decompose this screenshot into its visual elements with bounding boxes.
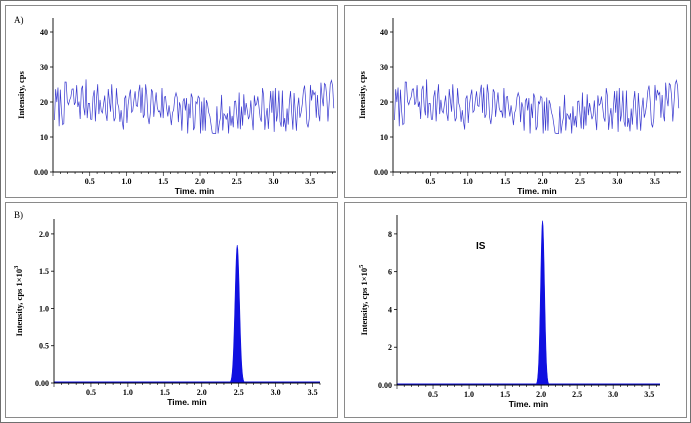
axes: 0.00 0.5 1.0 1.5 2.0 0.5 1.0 1.5 2.0 2.5 3.0 3.5 xyxy=(35,219,321,397)
series-line xyxy=(394,78,680,134)
chart-a-right: 0.00 10 20 30 40 0.5 1.0 1.5 2.0 2.5 3.0 3.5 Time. … xyxy=(357,18,681,196)
y-tick-label: 0.5 xyxy=(39,342,49,351)
internal-standard-annotation: IS xyxy=(476,241,486,252)
y-axis-label: Intensity, cps xyxy=(357,70,367,118)
section-label-b: B) xyxy=(14,210,23,220)
x-tick-label: 2.5 xyxy=(572,390,582,399)
x-tick-label: 2.0 xyxy=(538,177,548,186)
x-axis-label: Time. min xyxy=(517,186,557,196)
panel-a-left: A) 0.00 10 20 30 40 0.5 1.0 1.5 2.0 2.5 3.0 3.5 Tim… xyxy=(5,5,338,198)
section-label-a: A) xyxy=(14,15,24,25)
y-tick-label: 4 xyxy=(388,305,392,314)
x-tick-label: 1.0 xyxy=(123,388,133,397)
peak-area xyxy=(226,245,249,384)
x-axis-label: Time. min xyxy=(175,186,215,196)
panel-a-right: 0.00 10 20 30 40 0.5 1.0 1.5 2.0 2.5 3.0 3.5 Time. … xyxy=(344,5,687,198)
x-tick-label: 0.5 xyxy=(86,388,96,397)
y-tick-label: 0.00 xyxy=(378,381,392,390)
x-axis-label: Time. min xyxy=(509,399,549,409)
x-tick-label: 3.5 xyxy=(308,388,318,397)
x-tick-label: 0.5 xyxy=(85,177,95,186)
y-tick-label: 0.00 xyxy=(34,168,48,177)
chart-a-left: A) 0.00 10 20 30 40 0.5 1.0 1.5 2.0 2.5 3.0 3.5 Tim… xyxy=(14,15,336,196)
series-line xyxy=(54,78,335,134)
y-axis-exponent: 5 xyxy=(358,264,365,268)
panel-b-left: B) 0.00 0.5 1.0 1.5 2.0 0.5 1.0 1.5 2.0 2.5 3.0 3.5… xyxy=(5,202,338,418)
chart-b-left: B) 0.00 0.5 1.0 1.5 2.0 0.5 1.0 1.5 2.0 2.5 3.0 3.5… xyxy=(13,210,321,407)
y-tick-label: 0.00 xyxy=(374,168,388,177)
x-tick-label: 1.5 xyxy=(160,388,170,397)
y-tick-label: 2.0 xyxy=(39,230,49,239)
x-tick-label: 1.5 xyxy=(500,177,510,186)
x-tick-label: 3.0 xyxy=(612,177,622,186)
y-axis-label: Intensity, cps 1×105 xyxy=(358,264,369,335)
x-tick-label: 3.0 xyxy=(608,390,618,399)
y-tick-label: 40 xyxy=(380,28,388,37)
axes: 0.00 2 4 6 8 0.5 1.0 1.5 2.0 2.5 3.0 3.5 xyxy=(378,215,660,399)
y-tick-label: 20 xyxy=(40,98,48,107)
y-axis-exponent: 3 xyxy=(13,265,20,269)
y-tick-label: 10 xyxy=(40,133,48,142)
peak-area xyxy=(532,220,553,386)
x-tick-label: 2.0 xyxy=(197,388,207,397)
panel-b-right: 0.00 2 4 6 8 0.5 1.0 1.5 2.0 2.5 3.0 3.5 Time. min … xyxy=(344,202,687,418)
y-axis-label: Intensity, cps 1×103 xyxy=(13,265,24,336)
y-tick-label: 6 xyxy=(388,268,392,277)
x-tick-label: 0.5 xyxy=(428,390,438,399)
x-tick-label: 2.0 xyxy=(536,390,546,399)
y-tick-label: 1.0 xyxy=(39,304,49,313)
x-tick-label: 2.0 xyxy=(195,177,205,186)
x-tick-label: 1.0 xyxy=(122,177,132,186)
y-tick-label: 30 xyxy=(40,63,48,72)
axes: 0.00 10 20 30 40 0.5 1.0 1.5 2.0 2.5 3.0 3.5 xyxy=(34,18,336,186)
x-tick-label: 3.0 xyxy=(269,177,279,186)
x-tick-label: 2.5 xyxy=(234,388,244,397)
x-tick-label: 3.5 xyxy=(305,177,315,186)
y-tick-label: 1.5 xyxy=(39,267,49,276)
x-tick-label: 1.0 xyxy=(464,390,474,399)
x-tick-label: 2.5 xyxy=(232,177,242,186)
x-tick-label: 3.5 xyxy=(650,177,660,186)
x-tick-label: 1.0 xyxy=(463,177,473,186)
y-axis-label: Intensity, cps xyxy=(16,70,26,118)
y-tick-label: 20 xyxy=(380,98,388,107)
x-tick-label: 3.0 xyxy=(271,388,281,397)
y-tick-label: 8 xyxy=(388,230,392,239)
x-tick-label: 2.5 xyxy=(575,177,585,186)
x-tick-label: 1.5 xyxy=(158,177,168,186)
x-tick-label: 1.5 xyxy=(500,390,510,399)
y-tick-label: 30 xyxy=(380,63,388,72)
y-tick-label: 40 xyxy=(40,28,48,37)
x-axis-label: Time. min xyxy=(167,397,207,407)
y-tick-label: 10 xyxy=(380,133,388,142)
y-tick-label: 0.00 xyxy=(35,379,49,388)
x-tick-label: 0.5 xyxy=(425,177,435,186)
x-tick-label: 3.5 xyxy=(644,390,654,399)
axes: 0.00 10 20 30 40 0.5 1.0 1.5 2.0 2.5 3.0 3.5 xyxy=(374,18,681,186)
y-tick-label: 2 xyxy=(388,343,392,352)
